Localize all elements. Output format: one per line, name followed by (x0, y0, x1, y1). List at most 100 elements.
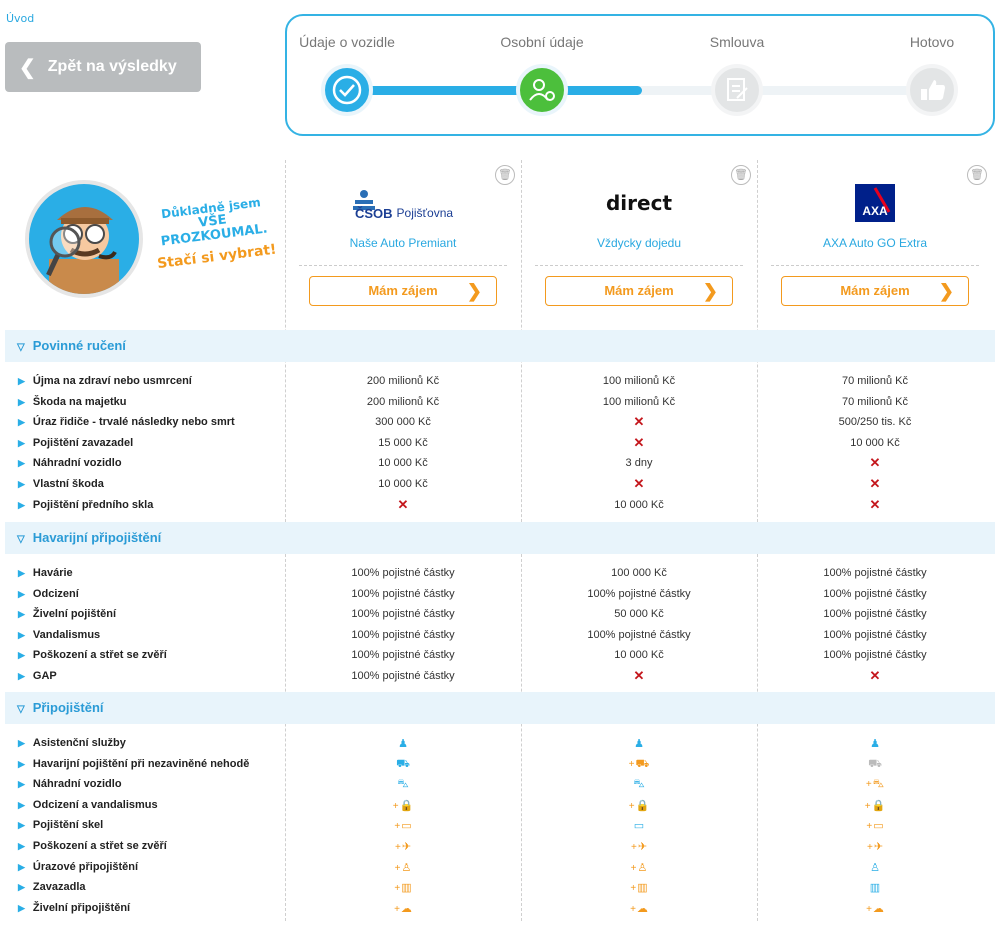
table-row: ▶ Úrazové připojištění +♙ +♙ ♙ (0, 858, 1000, 878)
cross-icon: ✕ (397, 496, 409, 512)
deer-icon: +✈ (394, 841, 412, 853)
table-row: ▶ Havárie 100% pojistné částky 100 000 Kč 10… (0, 564, 1000, 584)
cell-icon: ⛟ (285, 758, 521, 772)
row-label[interactable]: ▶ GAP (18, 670, 57, 682)
breadcrumb[interactable]: Úvod (6, 12, 35, 25)
remove-icon[interactable]: 🗑 (967, 165, 987, 185)
row-label[interactable]: ▶ Poškození a střet se zvěří (18, 840, 167, 852)
section-header[interactable]: ▽ Povinné ručení (5, 330, 995, 362)
row-label[interactable]: ▶ Náhradní vozidlo (18, 778, 122, 791)
table-row: ▶ Asistenční služby ♟ ♟ ♟ (0, 734, 1000, 754)
remove-icon[interactable]: 🗑 (731, 165, 751, 185)
product-name[interactable]: Vždycky dojedu (596, 236, 682, 250)
car-icon: ⛍ (633, 778, 645, 791)
cell-icon: ♟ (757, 737, 993, 750)
cell-value: 100 000 Kč (611, 567, 667, 579)
cell-value: 100% pojistné částky (351, 608, 455, 621)
row-label[interactable]: ▶ Živelní připojištění (18, 901, 131, 914)
injury-icon: +♙ (630, 861, 648, 874)
expand-triangle-icon: ▶ (18, 568, 25, 578)
progress-track (347, 86, 939, 95)
section-header[interactable]: ▽ Připojištění (5, 692, 995, 724)
deer-icon: +✈ (866, 841, 884, 853)
row-label[interactable]: ▶ Havárie (18, 567, 73, 579)
glass-icon: +▭ (866, 820, 884, 833)
row-label[interactable]: ▶ Havarijní pojištění při nezaviněné neho… (18, 757, 250, 770)
row-label[interactable]: ▶ Asistenční služby (18, 737, 126, 749)
luggage-icon: +▥ (394, 882, 412, 895)
row-label[interactable]: ▶ Škoda na majetku (18, 395, 127, 408)
collapse-triangle-icon: ▽ (17, 342, 25, 353)
direct-logo: direct (605, 191, 672, 215)
cell-icon: +▭ (757, 819, 993, 832)
row-label[interactable]: ▶ Úraz řidiče - trvalé následky nebo smrt (18, 416, 235, 429)
expand-triangle-icon: ▶ (18, 609, 25, 620)
cell-value: 10 000 Kč (378, 478, 428, 490)
cell-icon: +▥ (521, 881, 757, 894)
cell-value: 50 000 Kč (614, 608, 664, 621)
expand-triangle-icon: ▶ (18, 376, 25, 386)
row-label[interactable]: ▶ Zavazadla (18, 881, 86, 894)
table-row: ▶ Pojištění předního skla ✕ 10 000 Kč ✕ (0, 496, 1000, 516)
table-row: ▶ Poškození a střet se zvěří 100% pojistné… (0, 646, 1000, 666)
cell-icon: +♙ (285, 861, 521, 874)
cell-value: 100% pojistné částky (823, 608, 927, 621)
cell-value: 100% pojistné částky (351, 670, 455, 682)
expand-triangle-icon: ▶ (18, 479, 25, 489)
row-label[interactable]: ▶ Pojištění zavazadel (18, 436, 134, 449)
interest-button[interactable]: Mám zájem ❯ (309, 276, 497, 306)
row-label[interactable]: ▶ Odcizení (18, 587, 79, 600)
table-row: ▶ Vandalismus 100% pojistné částky 100% poj… (0, 626, 1000, 646)
table-row: ▶ Poškození a střet se zvěří +✈ +✈ +✈ (0, 837, 1000, 857)
product-name[interactable]: Naše Auto Premiant (349, 236, 457, 250)
cross-icon: ✕ (633, 476, 645, 491)
cell-icon: ♟ (521, 737, 757, 750)
table-row: ▶ Škoda na majetku 200 milionů Kč 100 milio… (0, 393, 1000, 413)
interest-button[interactable]: Mám zájem ❯ (781, 276, 969, 306)
row-label[interactable]: ▶ Živelní pojištění (18, 608, 117, 621)
table-row: ▶ Živelní připojištění +☁ +☁ +☁ (0, 899, 1000, 919)
chevron-right-icon: ❯ (702, 281, 718, 301)
row-label[interactable]: ▶ Pojištění skel (18, 819, 104, 832)
cross-icon: ✕ (633, 434, 645, 450)
row-label[interactable]: ▶ Vandalismus (18, 628, 101, 641)
back-to-results-button[interactable]: ❮ Zpět na výsledky (5, 42, 201, 92)
cars-crash-icon: ⛟ (868, 757, 882, 770)
row-label[interactable]: ▶ Újma na zdraví nebo usmrcení (18, 375, 192, 387)
expand-triangle-icon: ▶ (18, 458, 25, 469)
expand-triangle-icon: ▶ (18, 499, 25, 510)
lock-icon: +🔒 (864, 799, 886, 812)
cell-icon: +▥ (285, 881, 521, 894)
interest-button[interactable]: Mám zájem ❯ (545, 276, 733, 306)
row-label[interactable]: ▶ Náhradní vozidlo (18, 457, 122, 470)
product-name[interactable]: AXA Auto GO Extra (822, 236, 928, 250)
collapse-triangle-icon: ▽ (17, 704, 25, 715)
table-row: ▶ Újma na zdraví nebo usmrcení 200 milionů… (0, 372, 1000, 392)
cell-value: 100% pojistné částky (587, 587, 691, 600)
cross-icon: ✕ (633, 414, 645, 430)
thumbs-up-icon (906, 64, 958, 116)
section-header[interactable]: ▽ Havarijní připojištění (5, 522, 995, 554)
cell-value: 100 milionů Kč (602, 375, 676, 387)
cell-icon: +☁ (285, 902, 521, 915)
step-vehicle-data: Údaje o vozidle (297, 34, 397, 116)
cell-icon: +🔒 (285, 799, 521, 812)
table-row: ▶ Živelní pojištění 100% pojistné částky 50… (0, 605, 1000, 625)
row-label[interactable]: ▶ Pojištění předního skla (18, 498, 154, 511)
table-row: ▶ Zavazadla +▥ +▥ ▥ (0, 878, 1000, 898)
injury-icon: ♙ (870, 861, 880, 874)
cell-value: 10 000 Kč (850, 436, 900, 449)
row-label[interactable]: ▶ Odcizení a vandalismus (18, 798, 158, 811)
assistance-icon: ♟ (870, 738, 880, 750)
user-settings-icon (516, 64, 568, 116)
cross-icon: ✕ (633, 668, 645, 683)
row-label[interactable]: ▶ Vlastní škoda (18, 478, 104, 490)
expand-triangle-icon: ▶ (18, 738, 25, 748)
remove-icon[interactable]: 🗑 (495, 165, 515, 185)
chevron-left-icon: ❮ (19, 56, 36, 79)
insurer-column-axa: 🗑 AXA AXA Auto GO Extra Mám zájem ❯ (757, 165, 993, 315)
row-label[interactable]: ▶ Poškození a střet se zvěří (18, 649, 167, 662)
expand-triangle-icon: ▶ (18, 758, 25, 769)
row-label[interactable]: ▶ Úrazové připojištění (18, 860, 139, 873)
cell-icon: ▭ (521, 819, 757, 832)
